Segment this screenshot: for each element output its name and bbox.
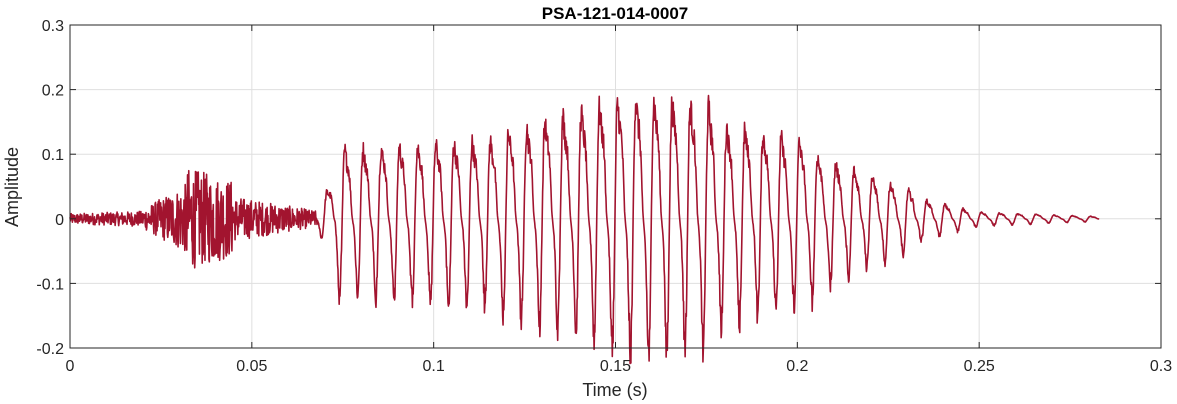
y-tick-label: 0: [55, 212, 64, 229]
y-tick-label: -0.2: [36, 341, 64, 358]
x-tick-label: 0.2: [786, 358, 808, 375]
y-tick-label: -0.1: [36, 276, 64, 293]
chart-title: PSA-121-014-0007: [542, 4, 688, 23]
x-tick-label: 0.3: [1150, 358, 1172, 375]
y-tick-label: 0.3: [42, 18, 64, 35]
x-tick-label: 0.15: [600, 358, 631, 375]
y-tick-label: 0.2: [42, 83, 64, 100]
x-axis-ticks: 0 0.05 0.1 0.15 0.2 0.25 0.3: [66, 25, 1172, 375]
x-tick-label: 0.25: [964, 358, 995, 375]
signal-line: [69, 94, 1100, 365]
x-tick-label: 0.05: [236, 358, 267, 375]
y-axis-label: Amplitude: [2, 147, 22, 227]
y-tick-label: 0.1: [42, 147, 64, 164]
x-tick-label: 0: [66, 358, 75, 375]
y-axis-ticks: -0.2 -0.1 0 0.1 0.2 0.3: [36, 18, 1161, 358]
x-tick-label: 0.1: [423, 358, 445, 375]
x-axis-label: Time (s): [582, 380, 647, 400]
